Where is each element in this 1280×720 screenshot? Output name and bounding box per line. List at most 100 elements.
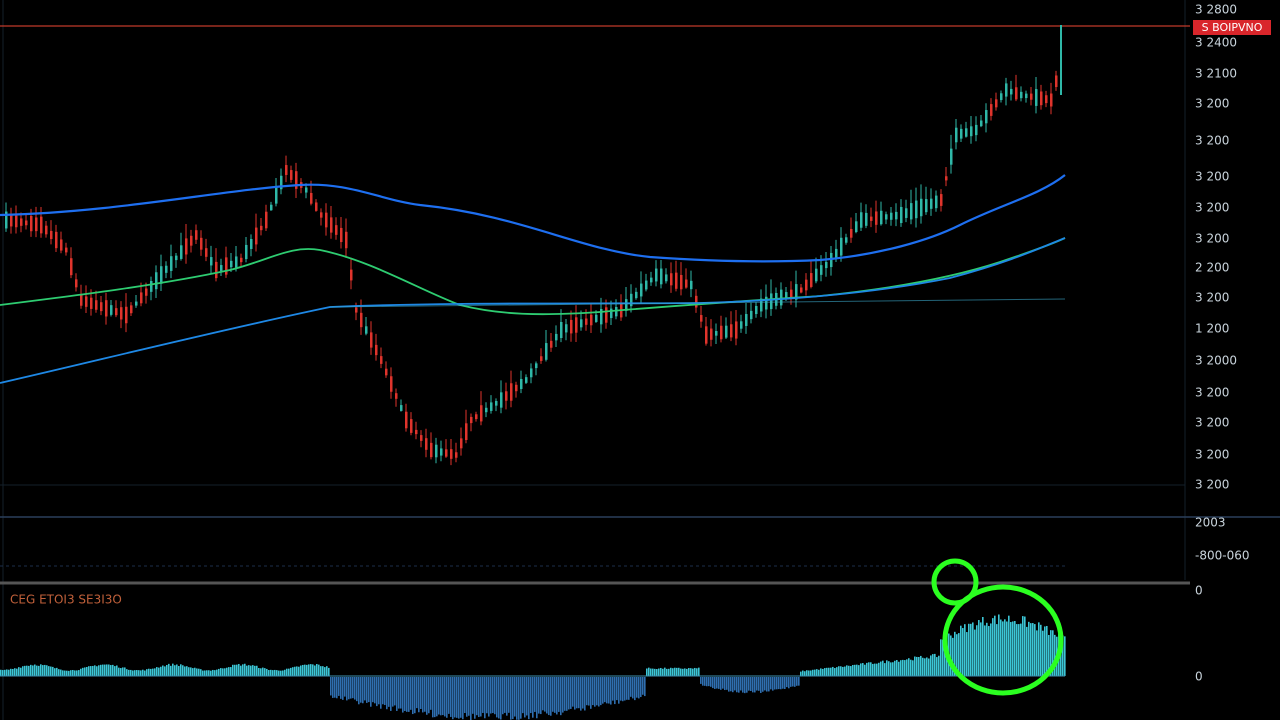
histogram-bar (818, 669, 820, 676)
histogram-bar (496, 677, 498, 718)
candle-body (445, 449, 448, 457)
histogram-bar (486, 677, 488, 714)
histogram-bar (878, 662, 880, 676)
histogram-bar (472, 677, 474, 714)
histogram-bar (940, 639, 942, 676)
histogram-bar (90, 666, 92, 676)
histogram-bar (468, 677, 470, 716)
histogram-bar (844, 666, 846, 676)
candle-body (510, 383, 513, 401)
histogram-bar (692, 668, 694, 676)
histogram-bar (356, 677, 358, 702)
histogram-bar (42, 665, 44, 676)
histogram-bar (94, 665, 96, 676)
candle-body (750, 310, 753, 320)
histogram-bar (1020, 623, 1022, 676)
histogram-bar (212, 669, 214, 676)
candle-body (1050, 93, 1053, 107)
histogram-bar (240, 665, 242, 676)
histogram-bar (198, 668, 200, 676)
candle-body (255, 227, 258, 245)
histogram-bar (408, 677, 410, 712)
histogram-bar (156, 667, 158, 676)
histogram-bar (888, 661, 890, 676)
histogram-bar (952, 637, 954, 676)
candle-body (875, 211, 878, 225)
histogram-bar (300, 665, 302, 676)
histogram-bar (1044, 626, 1046, 676)
histogram-bar (1002, 621, 1004, 676)
histogram-bar (908, 658, 910, 676)
histogram-bar (942, 639, 944, 676)
candle-body (225, 257, 228, 275)
histogram-bar (500, 677, 502, 720)
candle-body (865, 212, 868, 226)
candle-body (275, 186, 278, 204)
histogram-bar (314, 665, 316, 676)
candle-body (655, 268, 658, 282)
candle-body (75, 279, 78, 288)
histogram-bar (10, 668, 12, 676)
histogram-bar (418, 677, 420, 713)
histogram-bar (6, 669, 8, 676)
histogram-bar (904, 660, 906, 676)
histogram-bar (578, 677, 580, 709)
candle-body (360, 312, 363, 328)
histogram-bar (560, 677, 562, 716)
histogram-bar (766, 677, 768, 692)
candle-body (760, 298, 763, 312)
histogram-bar (80, 668, 82, 676)
histogram-bar (794, 677, 796, 687)
histogram-bar (1036, 630, 1038, 676)
histogram-bar (826, 667, 828, 676)
candle-body (170, 256, 173, 271)
histogram-bar (298, 666, 300, 676)
candle-body (165, 265, 168, 273)
candle-body (800, 287, 803, 293)
histogram-bar (606, 677, 608, 704)
histogram-bar (654, 668, 656, 676)
histogram-bar (234, 664, 236, 676)
histogram-bar (720, 677, 722, 690)
histogram-bar (770, 677, 772, 690)
histogram-bar (1016, 624, 1018, 676)
candle-body (665, 274, 668, 282)
candle-body (415, 429, 418, 435)
candle-body (515, 384, 518, 392)
candle-body (900, 206, 903, 224)
histogram-bar (736, 677, 738, 693)
histogram-bar (462, 677, 464, 720)
histogram-bar (48, 666, 50, 676)
histogram-bar (506, 677, 508, 716)
candle-body (430, 442, 433, 458)
candle-body (770, 293, 773, 310)
histogram-bar (18, 667, 20, 676)
candle-body (350, 269, 353, 281)
histogram-bar (984, 625, 986, 676)
candle-body (55, 231, 58, 249)
histogram-bar (28, 665, 30, 676)
candle-body (835, 248, 838, 258)
histogram-bar (250, 665, 252, 676)
histogram-bar (938, 655, 940, 676)
histogram-bar (1022, 616, 1024, 676)
histogram-bar (458, 677, 460, 719)
candle-body (610, 308, 613, 319)
candle-body (985, 110, 988, 124)
candle-body (585, 318, 588, 325)
candle-body (645, 280, 648, 290)
histogram-bar (540, 677, 542, 715)
axis-label: 3 200 (1195, 416, 1229, 430)
histogram-bar (698, 667, 700, 676)
histogram-bar (368, 677, 370, 703)
histogram-bar (972, 622, 974, 676)
indicator-axis: 2003 -800-060 0 0 (1195, 516, 1249, 684)
histogram-bar (964, 624, 966, 676)
histogram-bar (318, 664, 320, 676)
axis-label: 2 200 (1195, 261, 1229, 275)
histogram-bar (280, 670, 282, 676)
histogram-bar (688, 668, 690, 676)
candle-body (150, 281, 153, 292)
candle-body (20, 218, 23, 226)
histogram-bar (788, 677, 790, 689)
